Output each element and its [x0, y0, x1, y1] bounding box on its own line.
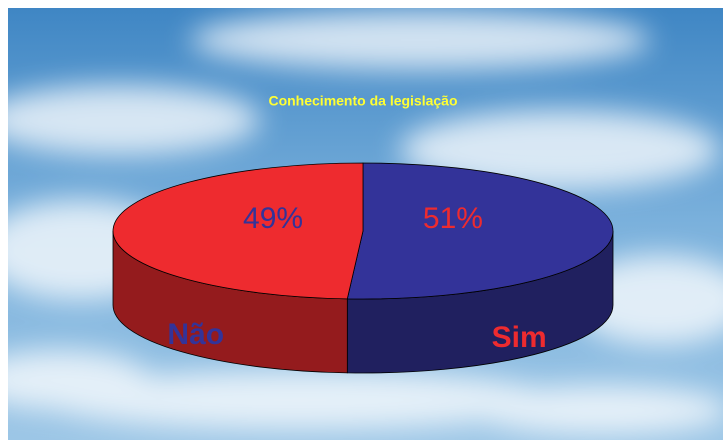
- pie-slice: [112, 162, 364, 300]
- pie-slice: [346, 162, 614, 300]
- value-label: 51%: [423, 202, 483, 235]
- pie: Sim Não 51% 49%: [112, 162, 614, 374]
- value-label: 49%: [243, 202, 303, 235]
- category-label: Sim: [492, 321, 547, 354]
- chart-title: Conhecimento da legislação: [268, 93, 457, 109]
- category-label: Não: [167, 318, 224, 351]
